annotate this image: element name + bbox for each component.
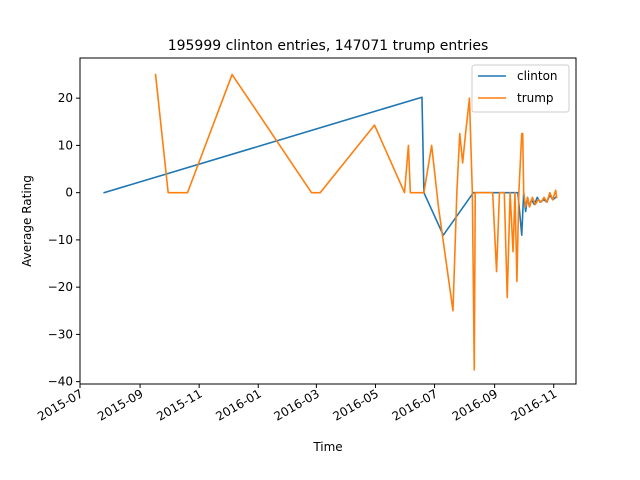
y-tick-label: −10 [48, 233, 73, 247]
y-tick-label: 20 [58, 91, 73, 105]
chart-title: 195999 clinton entries, 147071 trump ent… [168, 38, 489, 54]
legend-label-trump: trump [517, 91, 554, 105]
series-layer [103, 73, 558, 371]
legend: clinton trump [471, 64, 570, 113]
y-axis-label: Average Rating [20, 175, 34, 267]
y-tick-label: −30 [48, 327, 73, 341]
legend-label-clinton: clinton [517, 69, 558, 83]
y-tick-label: −40 [48, 375, 73, 389]
y-axis: −40 −30 −20 −10 0 10 20 [48, 91, 80, 389]
y-tick-label: −20 [48, 280, 73, 294]
y-tick-label: 0 [65, 186, 73, 200]
x-axis-label: Time [312, 440, 342, 454]
y-tick-label: 10 [58, 138, 73, 152]
series-line-trump [154, 73, 558, 371]
plot-frame [79, 57, 577, 385]
